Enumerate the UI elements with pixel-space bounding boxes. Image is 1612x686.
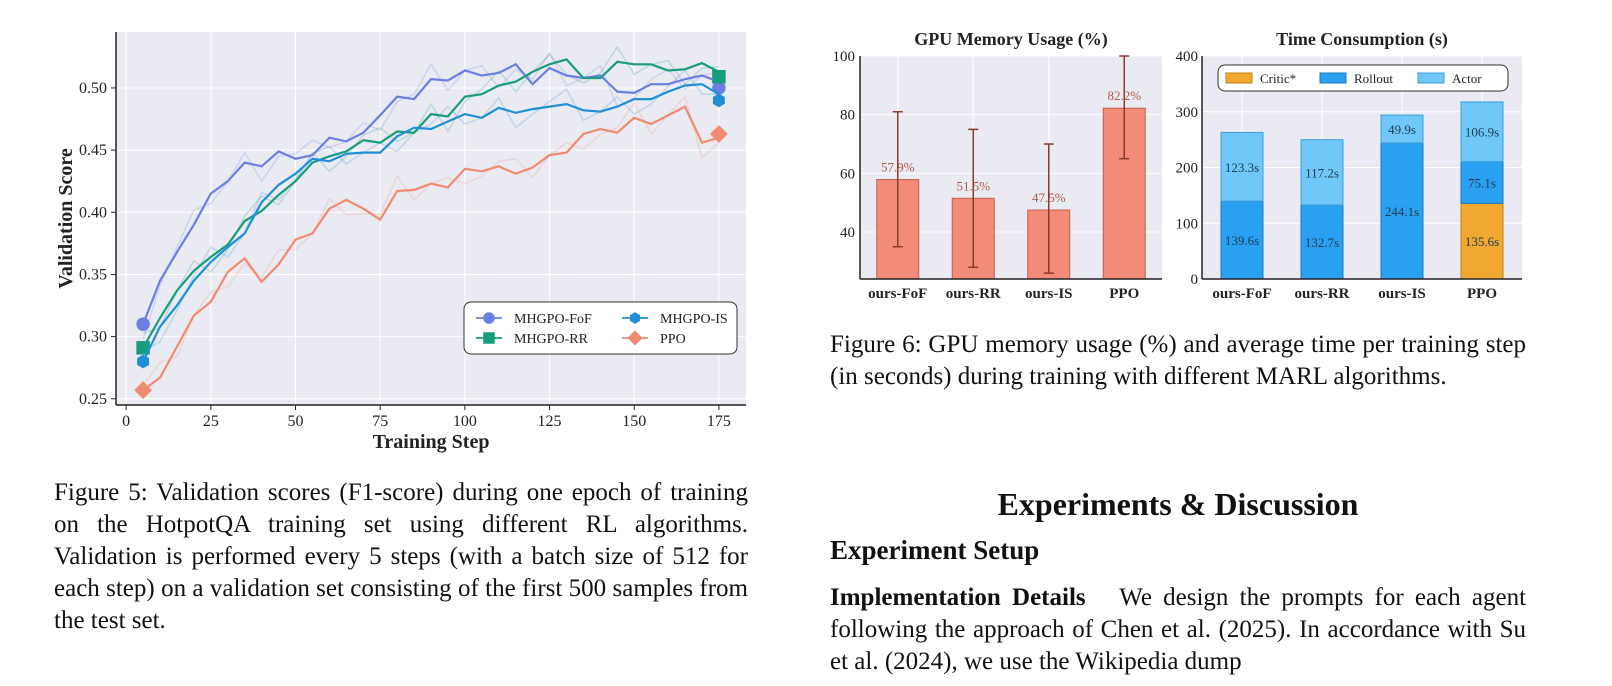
x-tick-label: 0 bbox=[122, 413, 130, 430]
start-marker-mhgpo-fof bbox=[136, 317, 150, 331]
legend-swatch bbox=[1319, 72, 1347, 84]
y-tick-label: 0.45 bbox=[79, 142, 107, 159]
legend-label: MHGPO-FoF bbox=[514, 312, 592, 327]
x-tick-label: 125 bbox=[538, 413, 562, 430]
end-marker-mhgpo-is bbox=[712, 93, 725, 108]
legend-label: PPO bbox=[660, 332, 686, 347]
bar-value-label: 47.5% bbox=[1032, 190, 1066, 205]
segment-value-label: 75.1s bbox=[1468, 175, 1496, 190]
x-tick-label: ours-FoF bbox=[1212, 286, 1271, 302]
subsection-title: Experiment Setup bbox=[830, 535, 1040, 565]
segment-value-label: 244.1s bbox=[1385, 204, 1419, 219]
y-tick-label: 300 bbox=[1176, 105, 1199, 121]
figure5-line-chart: 0 25 50 75 100 125 150 175 0.25 0.30 0.35 0.40 0.45 0… bbox=[55, 32, 746, 453]
y-tick-label: 60 bbox=[840, 166, 855, 182]
stacked-bar-actor bbox=[1300, 139, 1344, 206]
paragraph-lead: Implementation Details bbox=[830, 584, 1086, 611]
stacked-bar-rollout bbox=[1220, 200, 1264, 280]
stacked-bar-rollout bbox=[1460, 161, 1504, 204]
x-tick-label: ours-FoF bbox=[868, 286, 927, 302]
x-tick-label: ours-RR bbox=[946, 286, 1001, 302]
series-line-ppo bbox=[142, 105, 720, 391]
legend-box bbox=[463, 301, 738, 355]
legend-label: Actor bbox=[1452, 71, 1482, 86]
legend-marker bbox=[483, 312, 495, 324]
legend-label: Rollout bbox=[1354, 71, 1393, 86]
series-line-mhgpo-rr bbox=[142, 58, 720, 349]
x-tick-label: 50 bbox=[288, 413, 304, 430]
x-tick-label: ours-IS bbox=[1378, 286, 1426, 302]
x-tick-label: PPO bbox=[1467, 286, 1497, 302]
end-marker-mhgpo-rr bbox=[712, 70, 726, 84]
segment-value-label: 135.6s bbox=[1465, 234, 1499, 249]
y-tick-label: 0.40 bbox=[79, 204, 107, 221]
x-tick-label: 150 bbox=[622, 413, 646, 430]
chart-title: GPU Memory Usage (%) bbox=[914, 29, 1107, 50]
stacked-bar-actor bbox=[1460, 101, 1504, 163]
series-line-mhgpo-fof bbox=[142, 62, 720, 325]
implementation-details-paragraph: Implementation Details We design the pro… bbox=[830, 582, 1526, 686]
legend-box bbox=[1217, 64, 1509, 92]
start-marker-mhgpo-is bbox=[137, 354, 150, 369]
legend-swatch bbox=[1417, 72, 1445, 84]
x-tick-label: 75 bbox=[372, 413, 388, 430]
segment-value-label: 123.3s bbox=[1225, 160, 1259, 175]
raw-trace-mhgpo-is bbox=[142, 69, 719, 353]
y-tick-label: 0.25 bbox=[79, 391, 107, 408]
x-tick-label: 100 bbox=[453, 413, 477, 430]
y-tick-label: 0.35 bbox=[79, 266, 107, 283]
segment-value-label: 132.7s bbox=[1305, 235, 1339, 250]
end-marker-ppo bbox=[710, 125, 728, 143]
y-tick-label: 0.50 bbox=[79, 80, 107, 97]
x-axis-label: Training Step bbox=[373, 431, 490, 453]
x-tick-label: 175 bbox=[707, 413, 731, 430]
x-tick-label: 25 bbox=[203, 413, 219, 430]
legend-label: MHGPO-IS bbox=[660, 312, 728, 327]
segment-value-label: 139.6s bbox=[1225, 233, 1259, 248]
legend-swatch bbox=[1225, 72, 1253, 84]
gpu-memory-chart: GPU Memory Usage (%) 40 60 80 100 57.9% ours-F… bbox=[833, 29, 1162, 302]
legend-label: MHGPO-RR bbox=[514, 332, 589, 347]
bar-value-label: 51.5% bbox=[956, 178, 990, 193]
stacked-bar-rollout bbox=[1300, 204, 1344, 280]
time-consumption-chart: Time Consumption (s) 0 100 200 300 400 139.6s 1… bbox=[1176, 29, 1522, 302]
y-tick-label: 80 bbox=[840, 108, 855, 124]
paragraph-text: We design the prompts for each agent fol… bbox=[830, 584, 1526, 675]
start-marker-ppo bbox=[134, 381, 152, 399]
bar-value-label: 57.9% bbox=[881, 160, 915, 175]
x-tick-label: ours-IS bbox=[1025, 286, 1073, 302]
y-tick-label: 0 bbox=[1191, 272, 1199, 288]
y-axis-label: Validation Score bbox=[55, 148, 77, 289]
y-tick-label: 200 bbox=[1176, 161, 1199, 177]
chart-title: Time Consumption (s) bbox=[1276, 29, 1448, 50]
figure6-caption: Figure 6: GPU memory usage (%) and avera… bbox=[830, 331, 1526, 390]
legend-marker bbox=[483, 332, 495, 344]
segment-value-label: 117.2s bbox=[1305, 165, 1339, 180]
stacked-bar-actor bbox=[1380, 114, 1424, 144]
bar-value-label: 82.2% bbox=[1107, 88, 1141, 103]
gpu-bar bbox=[1102, 107, 1146, 280]
segment-value-label: 49.9s bbox=[1388, 122, 1416, 137]
legend-marker bbox=[627, 330, 643, 346]
stacked-bar-actor bbox=[1220, 131, 1264, 202]
x-tick-label: ours-RR bbox=[1295, 286, 1350, 302]
y-tick-label: 400 bbox=[1176, 49, 1199, 65]
series-line-mhgpo-is bbox=[142, 83, 720, 362]
y-tick-label: 0.30 bbox=[79, 329, 107, 346]
legend-marker bbox=[629, 312, 641, 324]
segment-value-label: 106.9s bbox=[1465, 125, 1499, 140]
x-tick-label: PPO bbox=[1109, 286, 1139, 302]
y-tick-label: 40 bbox=[840, 225, 855, 241]
legend-label: Critic* bbox=[1260, 71, 1296, 86]
y-tick-label: 100 bbox=[1176, 216, 1199, 232]
y-tick-label: 100 bbox=[833, 49, 856, 65]
figure5-caption: Figure 5: Validation scores (F1-score) d… bbox=[54, 479, 748, 634]
section-title: Experiments & Discussion bbox=[997, 486, 1359, 522]
